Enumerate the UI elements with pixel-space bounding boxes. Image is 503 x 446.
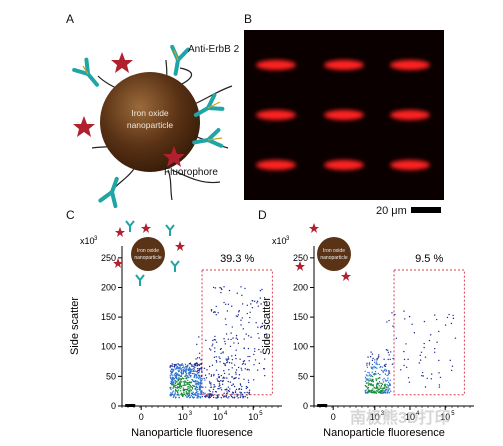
y-tick-label: 100 (101, 342, 116, 352)
y-tick-label: 100 (293, 342, 308, 352)
y-tick-label: 0 (303, 401, 308, 411)
x-tick-label: 0 (139, 412, 144, 422)
red-spot (324, 110, 364, 120)
panel-b-letter: B (244, 12, 253, 26)
y-axis-label: Side scatter (69, 297, 81, 355)
x-tick-label: 10 (178, 412, 188, 422)
svg-text:5: 5 (259, 411, 263, 417)
x-tick-label: 10 (370, 412, 380, 422)
scale-bar-label: 20 μm (376, 205, 407, 217)
fluorophore-stars (73, 52, 185, 167)
svg-text:nanoparticle: nanoparticle (134, 255, 161, 261)
svg-text:Iron oxide: Iron oxide (137, 248, 159, 254)
fluorophore-label: Fluorophore (164, 167, 218, 178)
core-label-line2: nanoparticle (127, 120, 174, 130)
y-tick-label: 200 (293, 282, 308, 292)
y-multiplier: x10 (272, 236, 287, 246)
y-tick-label: 200 (101, 282, 116, 292)
svg-text:nanoparticle: nanoparticle (320, 255, 347, 261)
red-spot (390, 160, 430, 170)
y-multiplier: x10 (80, 236, 95, 246)
panel-a-letter: A (66, 12, 75, 26)
y-tick-label: 0 (111, 401, 116, 411)
y-tick-label: 150 (293, 312, 308, 322)
y-tick-label: 250 (293, 253, 308, 263)
x-axis-label: Nanoparticle fluoresence (323, 427, 445, 439)
red-spot (390, 110, 430, 120)
x-tick-label: 10 (440, 412, 450, 422)
red-spot (324, 60, 364, 70)
svg-text:3: 3 (189, 411, 193, 417)
red-spot (390, 60, 430, 70)
red-spot (256, 160, 296, 170)
watermark-text: 南极熊3D打印 (350, 410, 451, 427)
red-spot (256, 110, 296, 120)
scale-bar (411, 207, 441, 213)
antibodies (72, 44, 225, 209)
red-spot-grid (256, 60, 430, 170)
y-tick-label: 250 (101, 253, 116, 263)
red-spot (256, 60, 296, 70)
y-multiplier-exp: 3 (286, 236, 290, 242)
svg-text:Iron oxide: Iron oxide (323, 248, 345, 254)
y-tick-label: 50 (106, 371, 116, 381)
y-tick-label: 150 (101, 312, 116, 322)
x-tick-label: 10 (248, 412, 258, 422)
svg-text:4: 4 (224, 411, 228, 417)
svg-text:4: 4 (416, 411, 420, 417)
y-multiplier-exp: 3 (94, 236, 98, 242)
panel-c-letter: C (66, 208, 75, 222)
panel-a-schematic: Iron oxide nanoparticle (72, 44, 240, 209)
scatter-points (169, 286, 266, 399)
red-spot (324, 160, 364, 170)
x-tick-label: 10 (405, 412, 415, 422)
x-tick-label: 10 (213, 412, 223, 422)
gate-rectangle (201, 269, 273, 396)
iron-oxide-core (100, 72, 200, 172)
scatter-points (364, 310, 457, 394)
gate-rectangle (393, 269, 465, 396)
svg-text:3: 3 (381, 411, 385, 417)
svg-text:5: 5 (451, 411, 455, 417)
y-axis-label: Side scatter (261, 297, 273, 355)
panel-d-letter: D (258, 208, 267, 222)
x-axis-label: Nanoparticle fluoresence (131, 427, 253, 439)
antibody-label: Anti-ErbB 2 (188, 44, 240, 55)
y-tick-label: 50 (298, 371, 308, 381)
gate-percentage: 39.3 % (220, 253, 254, 265)
gate-percentage: 9.5 % (415, 253, 443, 265)
x-tick-label: 0 (331, 412, 336, 422)
core-label-line1: Iron oxide (131, 108, 169, 118)
